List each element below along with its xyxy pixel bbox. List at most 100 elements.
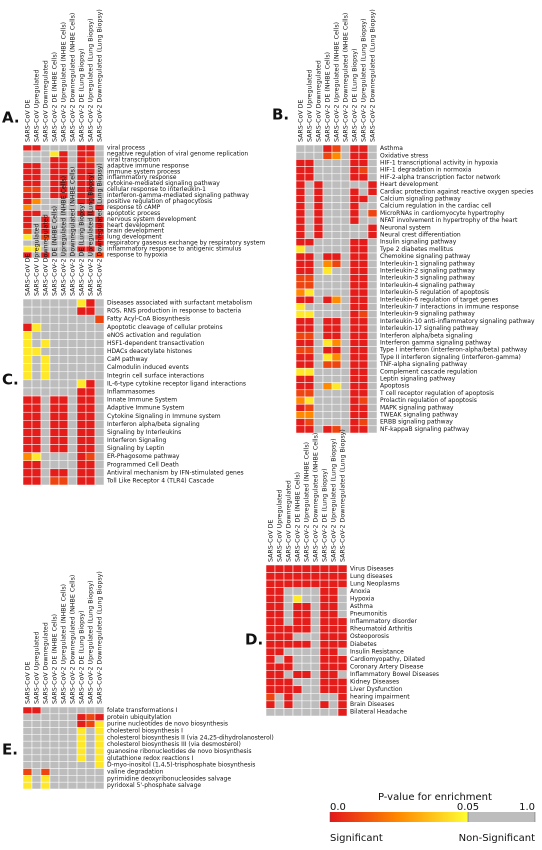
heatmap-cell	[58, 706, 69, 715]
heatmap-cell	[274, 602, 285, 611]
heatmap-cell	[295, 367, 306, 376]
heatmap-cell	[22, 239, 33, 247]
heatmap-cell	[313, 173, 324, 182]
heatmap-cell	[313, 245, 324, 254]
heatmap-cell	[367, 375, 378, 383]
heatmap-cell	[85, 460, 96, 470]
heatmap-cell	[40, 363, 51, 373]
heatmap-cell	[310, 655, 321, 664]
row-label: glutathione redox reactions I	[107, 755, 194, 762]
row-label: Toll Like Receptor 4 (TLR4) Cascade	[106, 477, 214, 484]
row-label: Neuronal system	[380, 224, 431, 231]
heatmap-cell	[22, 444, 33, 453]
heatmap-cell	[274, 617, 285, 626]
row-label: viral process	[107, 144, 145, 151]
heatmap-cell	[283, 610, 294, 619]
heatmap-cell	[313, 231, 324, 239]
heatmap-cell	[331, 267, 342, 275]
heatmap-cell	[349, 346, 360, 355]
heatmap-cell	[94, 761, 105, 769]
heatmap-cell	[301, 640, 312, 649]
heatmap-cell	[58, 420, 69, 429]
heatmap-cell	[85, 727, 96, 735]
heatmap-cell	[337, 594, 348, 604]
heatmap-cell	[31, 436, 42, 445]
heatmap-cell	[358, 238, 369, 247]
heatmap-cell	[331, 231, 342, 239]
heatmap-cell	[283, 602, 294, 611]
heatmap-cell	[328, 587, 339, 596]
row-label: Virus Diseases	[350, 565, 394, 572]
heatmap-cell	[76, 298, 87, 308]
heatmap-cell	[310, 617, 321, 626]
row-label: cellular response to interleukin-1	[107, 186, 206, 193]
heatmap-cell	[40, 180, 51, 187]
heatmap-cell	[358, 252, 369, 261]
heatmap-cell	[301, 678, 312, 687]
heatmap-cell	[349, 281, 360, 290]
heatmap-cell	[31, 768, 42, 776]
heatmap-cell	[67, 379, 78, 389]
heatmap-cell	[367, 231, 378, 239]
column-label: SARS-CoV-2 Upregulated (Lung Biopsy)	[331, 438, 338, 562]
heatmap-cell	[94, 363, 105, 373]
heatmap-cell	[40, 713, 51, 721]
heatmap-cell	[319, 647, 330, 656]
row-label: Pneumonitis	[350, 611, 387, 618]
heatmap-cell	[67, 727, 78, 735]
heatmap-cell	[358, 166, 369, 175]
heatmap-cell	[367, 144, 378, 153]
heatmap-cell	[94, 323, 105, 332]
heatmap-cell	[304, 389, 315, 398]
heatmap-cell	[58, 460, 69, 470]
row-label: HIF-1 degradation in normoxia	[380, 167, 472, 174]
heatmap-cell	[358, 367, 369, 376]
heatmap-cell	[58, 379, 69, 389]
heatmap-cell	[22, 387, 33, 397]
row-label: Diabetes	[350, 641, 377, 648]
row-label: heart development	[107, 222, 165, 229]
heatmap-cell	[49, 452, 60, 461]
heatmap-cell	[367, 310, 378, 319]
heatmap-cell	[85, 411, 96, 421]
heatmap-cell	[304, 209, 315, 218]
heatmap-cell	[331, 288, 342, 297]
heatmap-cell	[322, 259, 333, 268]
heatmap-cell	[76, 452, 87, 461]
heatmap-cell	[85, 720, 96, 728]
heatmap-cell	[49, 761, 60, 769]
heatmap-cell	[322, 180, 333, 189]
row-label: Oxidative stress	[380, 152, 428, 159]
heatmap-cell	[328, 625, 339, 634]
heatmap-cell	[40, 192, 51, 199]
heatmap-cell	[358, 231, 369, 239]
column-label: SARS-CoV-2 DE (Lung Biopsy)	[79, 48, 86, 142]
heatmap-cell	[49, 371, 60, 381]
heatmap-cell	[22, 379, 33, 389]
heatmap-cell	[265, 678, 276, 687]
heatmap-cell	[322, 353, 333, 362]
heatmap-cell	[304, 346, 315, 355]
heatmap-cell	[358, 411, 369, 419]
heatmap-cell	[76, 323, 87, 332]
heatmap-cell	[322, 389, 333, 398]
heatmap-cell	[76, 180, 87, 187]
heatmap-cell	[304, 317, 315, 326]
heatmap-cell	[310, 640, 321, 649]
heatmap-cell	[22, 150, 33, 158]
heatmap-cell	[349, 353, 360, 362]
heatmap-cell	[331, 403, 342, 412]
colorbar-title: P-value for enrichment	[378, 792, 492, 803]
row-label: immune system process	[107, 168, 180, 175]
heatmap-cell	[265, 587, 276, 596]
heatmap-cell	[367, 396, 378, 405]
panel-label: A.	[2, 109, 20, 127]
heatmap-cell	[49, 420, 60, 429]
heatmap-cell	[322, 288, 333, 297]
heatmap-cell	[31, 740, 42, 749]
heatmap-cell	[49, 460, 60, 470]
heatmap-cell	[40, 186, 51, 193]
heatmap-cell	[58, 476, 69, 486]
heatmap-cell	[67, 323, 78, 332]
heatmap-cell	[58, 339, 69, 348]
